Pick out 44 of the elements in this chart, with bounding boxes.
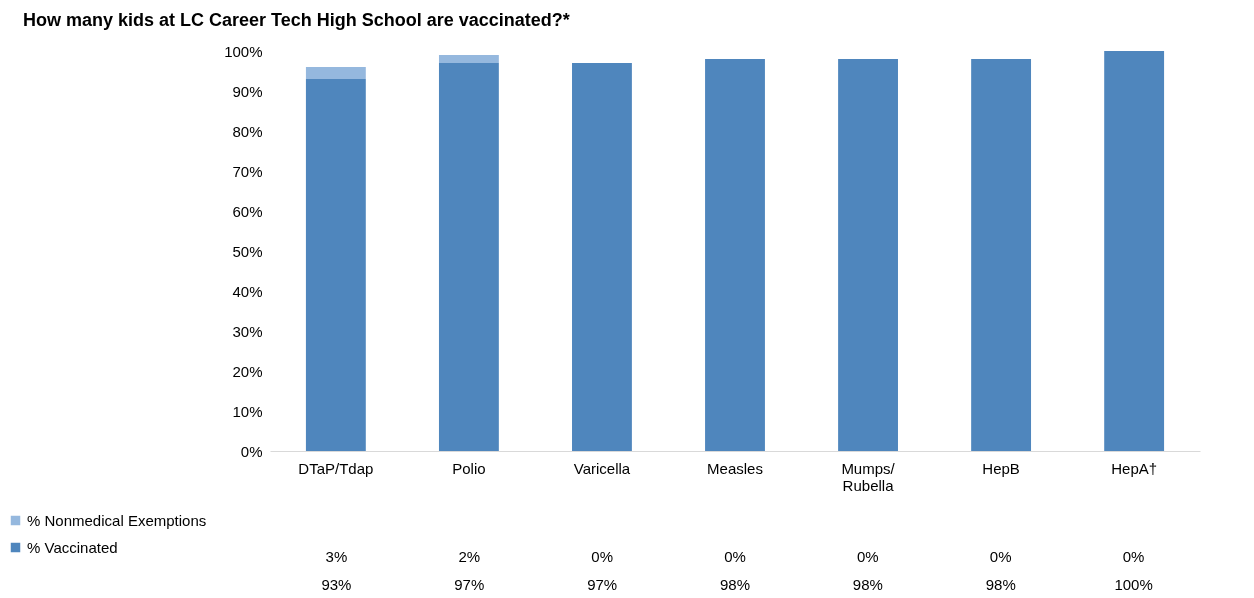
data-label: 98% bbox=[852, 576, 883, 593]
data-label: 0% bbox=[591, 548, 613, 565]
data-label: 0% bbox=[1122, 548, 1145, 565]
data-label: 0% bbox=[724, 548, 746, 565]
y-tick-label: 40% bbox=[232, 282, 263, 300]
data-label: 2% bbox=[458, 548, 481, 565]
bar bbox=[838, 59, 898, 451]
x-tick-label: Measles bbox=[707, 459, 763, 477]
data-label: 0% bbox=[857, 548, 879, 565]
bar bbox=[305, 79, 366, 451]
x-tick-label: HepA† bbox=[1111, 459, 1158, 477]
data-label: 93% bbox=[321, 576, 352, 593]
data-label: 100% bbox=[1114, 576, 1153, 593]
x-tick-label: Polio bbox=[452, 459, 486, 477]
bar bbox=[438, 55, 499, 63]
data-label: 0% bbox=[989, 548, 1012, 565]
y-tick-label: 50% bbox=[232, 242, 263, 260]
y-tick-label: 10% bbox=[232, 402, 263, 420]
data-label: 98% bbox=[719, 576, 751, 593]
x-tick-label: Varicella bbox=[573, 459, 631, 477]
y-tick-label: 0% bbox=[240, 442, 263, 460]
data-label: 3% bbox=[325, 548, 348, 565]
bar bbox=[438, 63, 499, 451]
y-tick-label: 80% bbox=[232, 122, 263, 140]
y-tick-label: 30% bbox=[232, 322, 263, 340]
data-label: 97% bbox=[454, 576, 485, 593]
legend-label: % Nonmedical Exemptions bbox=[27, 511, 207, 529]
bar bbox=[1104, 51, 1165, 451]
bar bbox=[305, 67, 366, 79]
x-tick-label: HepB bbox=[982, 459, 1020, 477]
y-tick-label: 70% bbox=[232, 162, 263, 180]
bar bbox=[705, 59, 765, 451]
bar bbox=[572, 63, 632, 451]
chart-title: How many kids at LC Career Tech High School are vaccinated?* bbox=[23, 10, 570, 30]
data-label: 97% bbox=[587, 576, 618, 593]
legend-label: % Vaccinated bbox=[27, 538, 118, 556]
bar bbox=[971, 59, 1032, 451]
y-tick-label: 90% bbox=[232, 82, 263, 100]
y-tick-label: 20% bbox=[232, 362, 263, 380]
y-tick-label: 60% bbox=[232, 202, 263, 220]
x-tick-label: DTaP/Tdap bbox=[298, 459, 374, 477]
y-tick-label: 100% bbox=[224, 42, 263, 60]
x-tick-label: Mumps/ Rubella bbox=[841, 459, 896, 494]
data-label: 98% bbox=[985, 576, 1016, 593]
